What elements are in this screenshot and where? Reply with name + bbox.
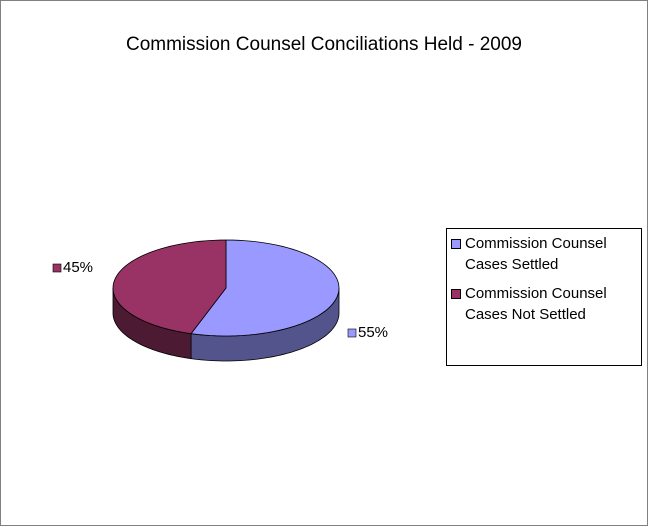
legend-item: Commission Counsel Cases Not Settled	[451, 283, 641, 325]
label-swatch	[52, 263, 62, 273]
legend-swatch	[451, 239, 461, 249]
data-label: 55%	[358, 324, 388, 341]
data-label: 45%	[63, 259, 93, 276]
pie-slice	[190, 239, 340, 337]
legend-swatch	[451, 289, 461, 299]
pie-slice	[112, 239, 227, 335]
label-swatch	[347, 328, 357, 338]
legend-label: Commission Counsel Cases Not Settled	[465, 285, 607, 323]
legend: Commission Counsel Cases Settled Commissi…	[446, 228, 642, 366]
chart-title: Commission Counsel Conciliations Held - …	[126, 34, 522, 55]
legend-item: Commission Counsel Cases Settled	[451, 233, 641, 275]
legend-label: Commission Counsel Cases Settled	[465, 235, 607, 273]
